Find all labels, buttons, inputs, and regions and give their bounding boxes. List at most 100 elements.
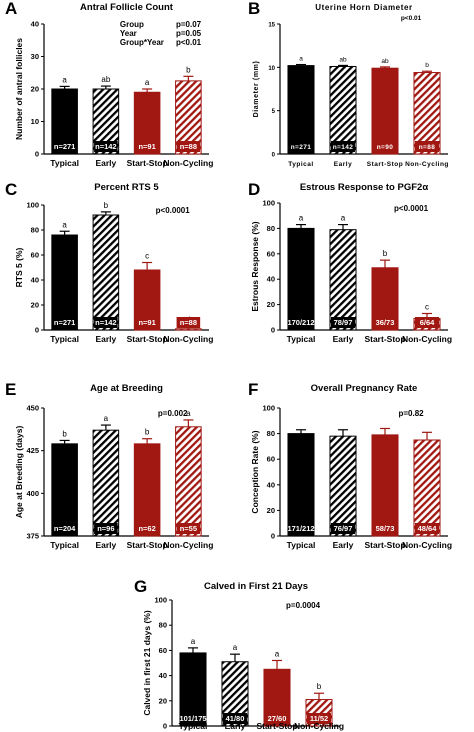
category-label-start-stop: Start-Stop — [127, 158, 168, 168]
y-axis-label: Conception Rate (%) — [250, 430, 260, 513]
significance-letter-typical: a — [62, 220, 67, 229]
bar-typical — [179, 652, 207, 727]
bar-label-bg-non-cycling — [176, 523, 201, 534]
category-label-typical: Typical — [50, 158, 79, 168]
bar-label-bg-early — [330, 141, 356, 152]
y-tick-label: 100 — [154, 596, 167, 605]
y-axis-label: Diameter (mm) — [253, 61, 260, 118]
y-axis-label: Calved in first 21 days (%) — [142, 610, 152, 716]
bar-label-bg-non-cycling — [306, 713, 332, 724]
significance-letter-start-stop: b — [383, 249, 388, 258]
bar-label-typical: n=271 — [54, 142, 75, 151]
y-tick-label: 40 — [267, 275, 275, 284]
panel-letter: B — [248, 0, 260, 18]
bar-label-bg-early — [330, 523, 356, 534]
significance-letter-typical: a — [299, 56, 303, 63]
bar-label-start-stop: 27/60 — [268, 714, 287, 723]
bar-non-cycling — [413, 439, 441, 537]
panel-letter: A — [5, 0, 17, 18]
category-label-start-stop: Start-Stop — [256, 721, 297, 731]
bar-label-non-cycling: 48/64 — [418, 524, 438, 533]
bar-label-bg-non-cycling — [176, 317, 201, 328]
bar-label-typical: n=204 — [54, 524, 76, 533]
y-tick-label: 5 — [272, 109, 276, 115]
y-tick-label: 40 — [31, 276, 39, 285]
significance-letter-early: a — [104, 414, 109, 423]
bar-label-early: 41/80 — [226, 714, 245, 723]
bar-label-bg-early — [330, 317, 356, 328]
y-tick-label: 450 — [26, 404, 39, 413]
panel-letter: D — [248, 180, 260, 199]
category-label-typical: Typical — [179, 721, 208, 731]
bar-label-non-cycling: 11/52 — [310, 714, 328, 723]
category-label-start-stop: Start-Stop — [364, 334, 405, 344]
bar-label-non-cycling: n=88 — [180, 318, 197, 327]
significance-letter-early: ab — [339, 56, 347, 63]
bar-label-start-stop: 58/73 — [376, 524, 395, 533]
y-tick-label: 60 — [267, 249, 275, 258]
significance-letter-start-stop: a — [145, 78, 150, 87]
category-label-typical: Typical — [50, 334, 79, 344]
category-label-early: Early — [334, 161, 352, 168]
significance-letter-non-cycling: c — [425, 302, 429, 311]
category-label-non-cycling: Non-Cycling — [163, 334, 213, 344]
panel-f: F Overall Pregnancy Rate Conception Rate (… — [248, 380, 452, 550]
annotation-pvalue: p<0.01 — [176, 38, 202, 47]
annotation-pvalue: p=0.0004 — [286, 601, 321, 610]
y-tick-label: 60 — [31, 251, 39, 260]
bar-early — [329, 229, 357, 331]
y-tick-label: 0 — [271, 326, 275, 335]
bar-start-stop — [371, 67, 399, 155]
bar-label-start-stop: 36/73 — [376, 318, 395, 327]
significance-letter-start-stop: a — [275, 649, 280, 658]
annotation-term: Group*Year — [120, 38, 164, 47]
significance-letter-start-stop: c — [145, 252, 149, 261]
y-tick-label: 0 — [35, 150, 39, 159]
bar-label-bg-early — [94, 317, 118, 328]
bar-early — [329, 435, 357, 537]
significance-letter-start-stop: b — [145, 428, 150, 437]
y-tick-label: 20 — [159, 696, 167, 705]
annotation-pvalue: p<0.0001 — [394, 204, 429, 213]
y-tick-label: 20 — [267, 506, 275, 515]
y-tick-label: 40 — [159, 671, 167, 680]
bar-typical — [287, 65, 315, 155]
y-tick-label: 0 — [272, 153, 276, 159]
category-label-early: Early — [333, 334, 354, 344]
y-tick-label: 10 — [268, 66, 275, 72]
y-tick-label: 100 — [26, 201, 39, 210]
bar-label-bg-non-cycling — [414, 523, 440, 534]
category-label-typical: Typical — [50, 540, 79, 550]
bar-label-bg-early — [94, 141, 118, 152]
category-label-early: Early — [333, 540, 354, 550]
y-axis-label: Number of antral follicles — [14, 38, 24, 140]
significance-letter-start-stop: ab — [381, 58, 389, 65]
y-tick-label: 60 — [159, 646, 167, 655]
bar-early — [329, 65, 357, 155]
y-tick-label: 400 — [26, 489, 39, 498]
annotation-term: Year — [120, 29, 137, 38]
bar-start-stop — [133, 91, 161, 155]
bar-label-early: 76/97 — [334, 524, 353, 533]
significance-letter-non-cycling: b — [425, 62, 429, 69]
bar-typical — [51, 234, 78, 331]
bar-label-non-cycling: n=88 — [180, 142, 197, 151]
category-label-early: Early — [95, 158, 116, 168]
bar-label-bg-non-cycling — [414, 141, 440, 152]
panel-letter: E — [5, 380, 16, 399]
category-label-start-stop: Start-Stop — [127, 334, 168, 344]
bar-label-start-stop: n=90 — [377, 144, 394, 151]
bar-label-non-cycling: n=88 — [419, 144, 436, 151]
panel-letter: C — [5, 180, 17, 199]
category-label-early: Early — [225, 721, 246, 731]
category-label-early: Early — [95, 334, 116, 344]
significance-letter-typical: b — [62, 429, 67, 438]
bar-typical — [287, 433, 315, 537]
y-tick-label: 60 — [267, 455, 275, 464]
category-label-start-stop: Start-Stop — [367, 161, 403, 168]
significance-letter-typical: a — [62, 75, 67, 84]
panel-b: B Uterine Horn Diameter Diameter (mm) 0 5 10 1… — [248, 0, 448, 168]
y-tick-label: 30 — [31, 52, 39, 61]
y-tick-label: 80 — [267, 224, 275, 233]
chart-title: Uterine Horn Diameter — [315, 3, 413, 12]
